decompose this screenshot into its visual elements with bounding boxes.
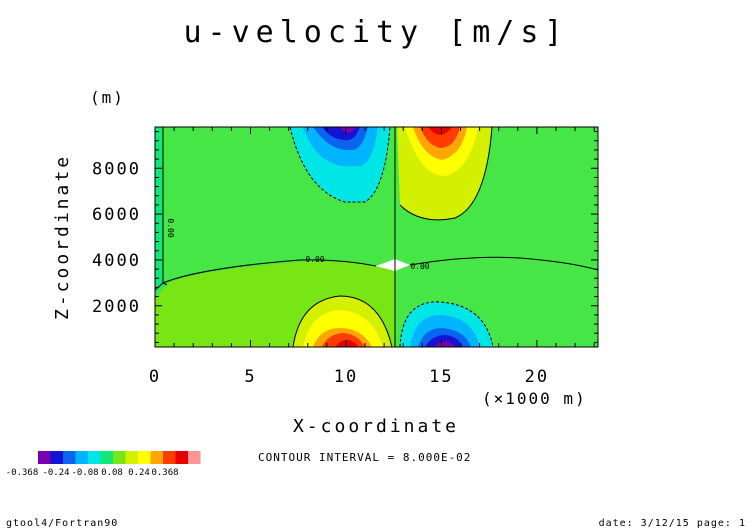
upper-negative-level-5 bbox=[340, 127, 356, 133]
colorbar-swatch bbox=[50, 451, 63, 464]
lower-negative-cell bbox=[400, 301, 493, 347]
zero-contour-right bbox=[409, 256, 598, 271]
footer-left: gtool4/Fortran90 bbox=[6, 518, 118, 529]
x-axis: 0 5 10 15 20 bbox=[149, 127, 595, 387]
footer-right: date: 3/12/15 page: 1 bbox=[599, 518, 746, 529]
colorbar-swatch bbox=[100, 451, 113, 464]
contour-label-right: 0.00 bbox=[410, 262, 429, 271]
colorbar-swatch bbox=[150, 451, 163, 464]
contour-dashed-lower-neg bbox=[399, 301, 494, 347]
colorbar-swatch bbox=[38, 451, 51, 464]
colorbar-swatch bbox=[175, 451, 188, 464]
colorbar-label: -0.24 bbox=[42, 468, 69, 478]
y-tick-label: 6000 bbox=[92, 205, 141, 225]
x-tick-label: 0 bbox=[149, 367, 161, 387]
colorbar-legend: -0.368 -0.24 -0.08 0.08 0.24 0.368 bbox=[6, 451, 201, 478]
colorbar-swatch bbox=[163, 451, 176, 464]
colorbar-swatch bbox=[75, 451, 88, 464]
y-axis-title: Z-coordinate bbox=[52, 154, 73, 320]
colorbar-swatch bbox=[138, 451, 151, 464]
x-tick-label: 15 bbox=[429, 367, 453, 387]
lower-positive-cell bbox=[293, 296, 392, 347]
contour-dashed-upper-neg bbox=[289, 127, 391, 203]
lower-negative-level-5 bbox=[433, 341, 455, 347]
contour-label-left: 0.00 bbox=[305, 255, 324, 264]
colorbar-swatch bbox=[125, 451, 138, 464]
contour-solid-upper-pos bbox=[399, 127, 493, 221]
y-tick-label: 2000 bbox=[92, 297, 141, 317]
x-tick-label: 20 bbox=[525, 367, 549, 387]
colorbar-label: 0.24 bbox=[128, 468, 150, 478]
colorbar-label: 0.08 bbox=[101, 468, 123, 478]
contour-interval-text: CONTOUR INTERVAL = 8.000E-02 bbox=[258, 451, 471, 464]
colorbar-label: -0.368 bbox=[6, 468, 39, 478]
contour-fill bbox=[155, 127, 493, 347]
contour-solid-lower-pos bbox=[292, 295, 393, 347]
y-tick-label: 8000 bbox=[92, 159, 141, 179]
zero-contour-left-edge bbox=[155, 282, 164, 291]
upper-positive-level-5 bbox=[428, 127, 452, 135]
plot-frame bbox=[154, 126, 599, 348]
y-tick-label: 4000 bbox=[92, 251, 141, 271]
upper-positive-cell bbox=[397, 127, 492, 220]
contour-lines bbox=[155, 127, 598, 347]
colorbar-swatch bbox=[88, 451, 101, 464]
lower-positive-level-5 bbox=[335, 340, 358, 347]
upper-negative-cell bbox=[290, 127, 390, 202]
contour-labels: 0.00 0.00 0.00 bbox=[166, 218, 430, 271]
zero-contour-lower bbox=[162, 259, 377, 284]
contour-label-vertical: 0.00 bbox=[166, 218, 175, 237]
x-unit-label: (×1000 m) bbox=[482, 389, 587, 408]
y-axis: 2000 4000 6000 8000 bbox=[92, 131, 598, 343]
colorbar-label: -0.08 bbox=[71, 468, 98, 478]
colorbar-swatch bbox=[113, 451, 126, 464]
colorbar-swatch bbox=[188, 451, 201, 464]
x-tick-label: 5 bbox=[244, 367, 256, 387]
plot-area: 0.00 0.00 0.00 bbox=[154, 126, 599, 348]
lower-negative-level-4 bbox=[425, 335, 463, 347]
center-missing-spot bbox=[376, 259, 410, 271]
upper-positive-level-4 bbox=[420, 127, 460, 148]
x-tick-label: 10 bbox=[334, 367, 358, 387]
x-axis-title: X-coordinate bbox=[293, 416, 459, 437]
colorbar-label: 0.368 bbox=[151, 468, 178, 478]
y-unit-label: (m) bbox=[90, 88, 125, 107]
colorbar-swatch bbox=[63, 451, 76, 464]
chart-title: u-velocity [m/s] bbox=[184, 15, 569, 50]
